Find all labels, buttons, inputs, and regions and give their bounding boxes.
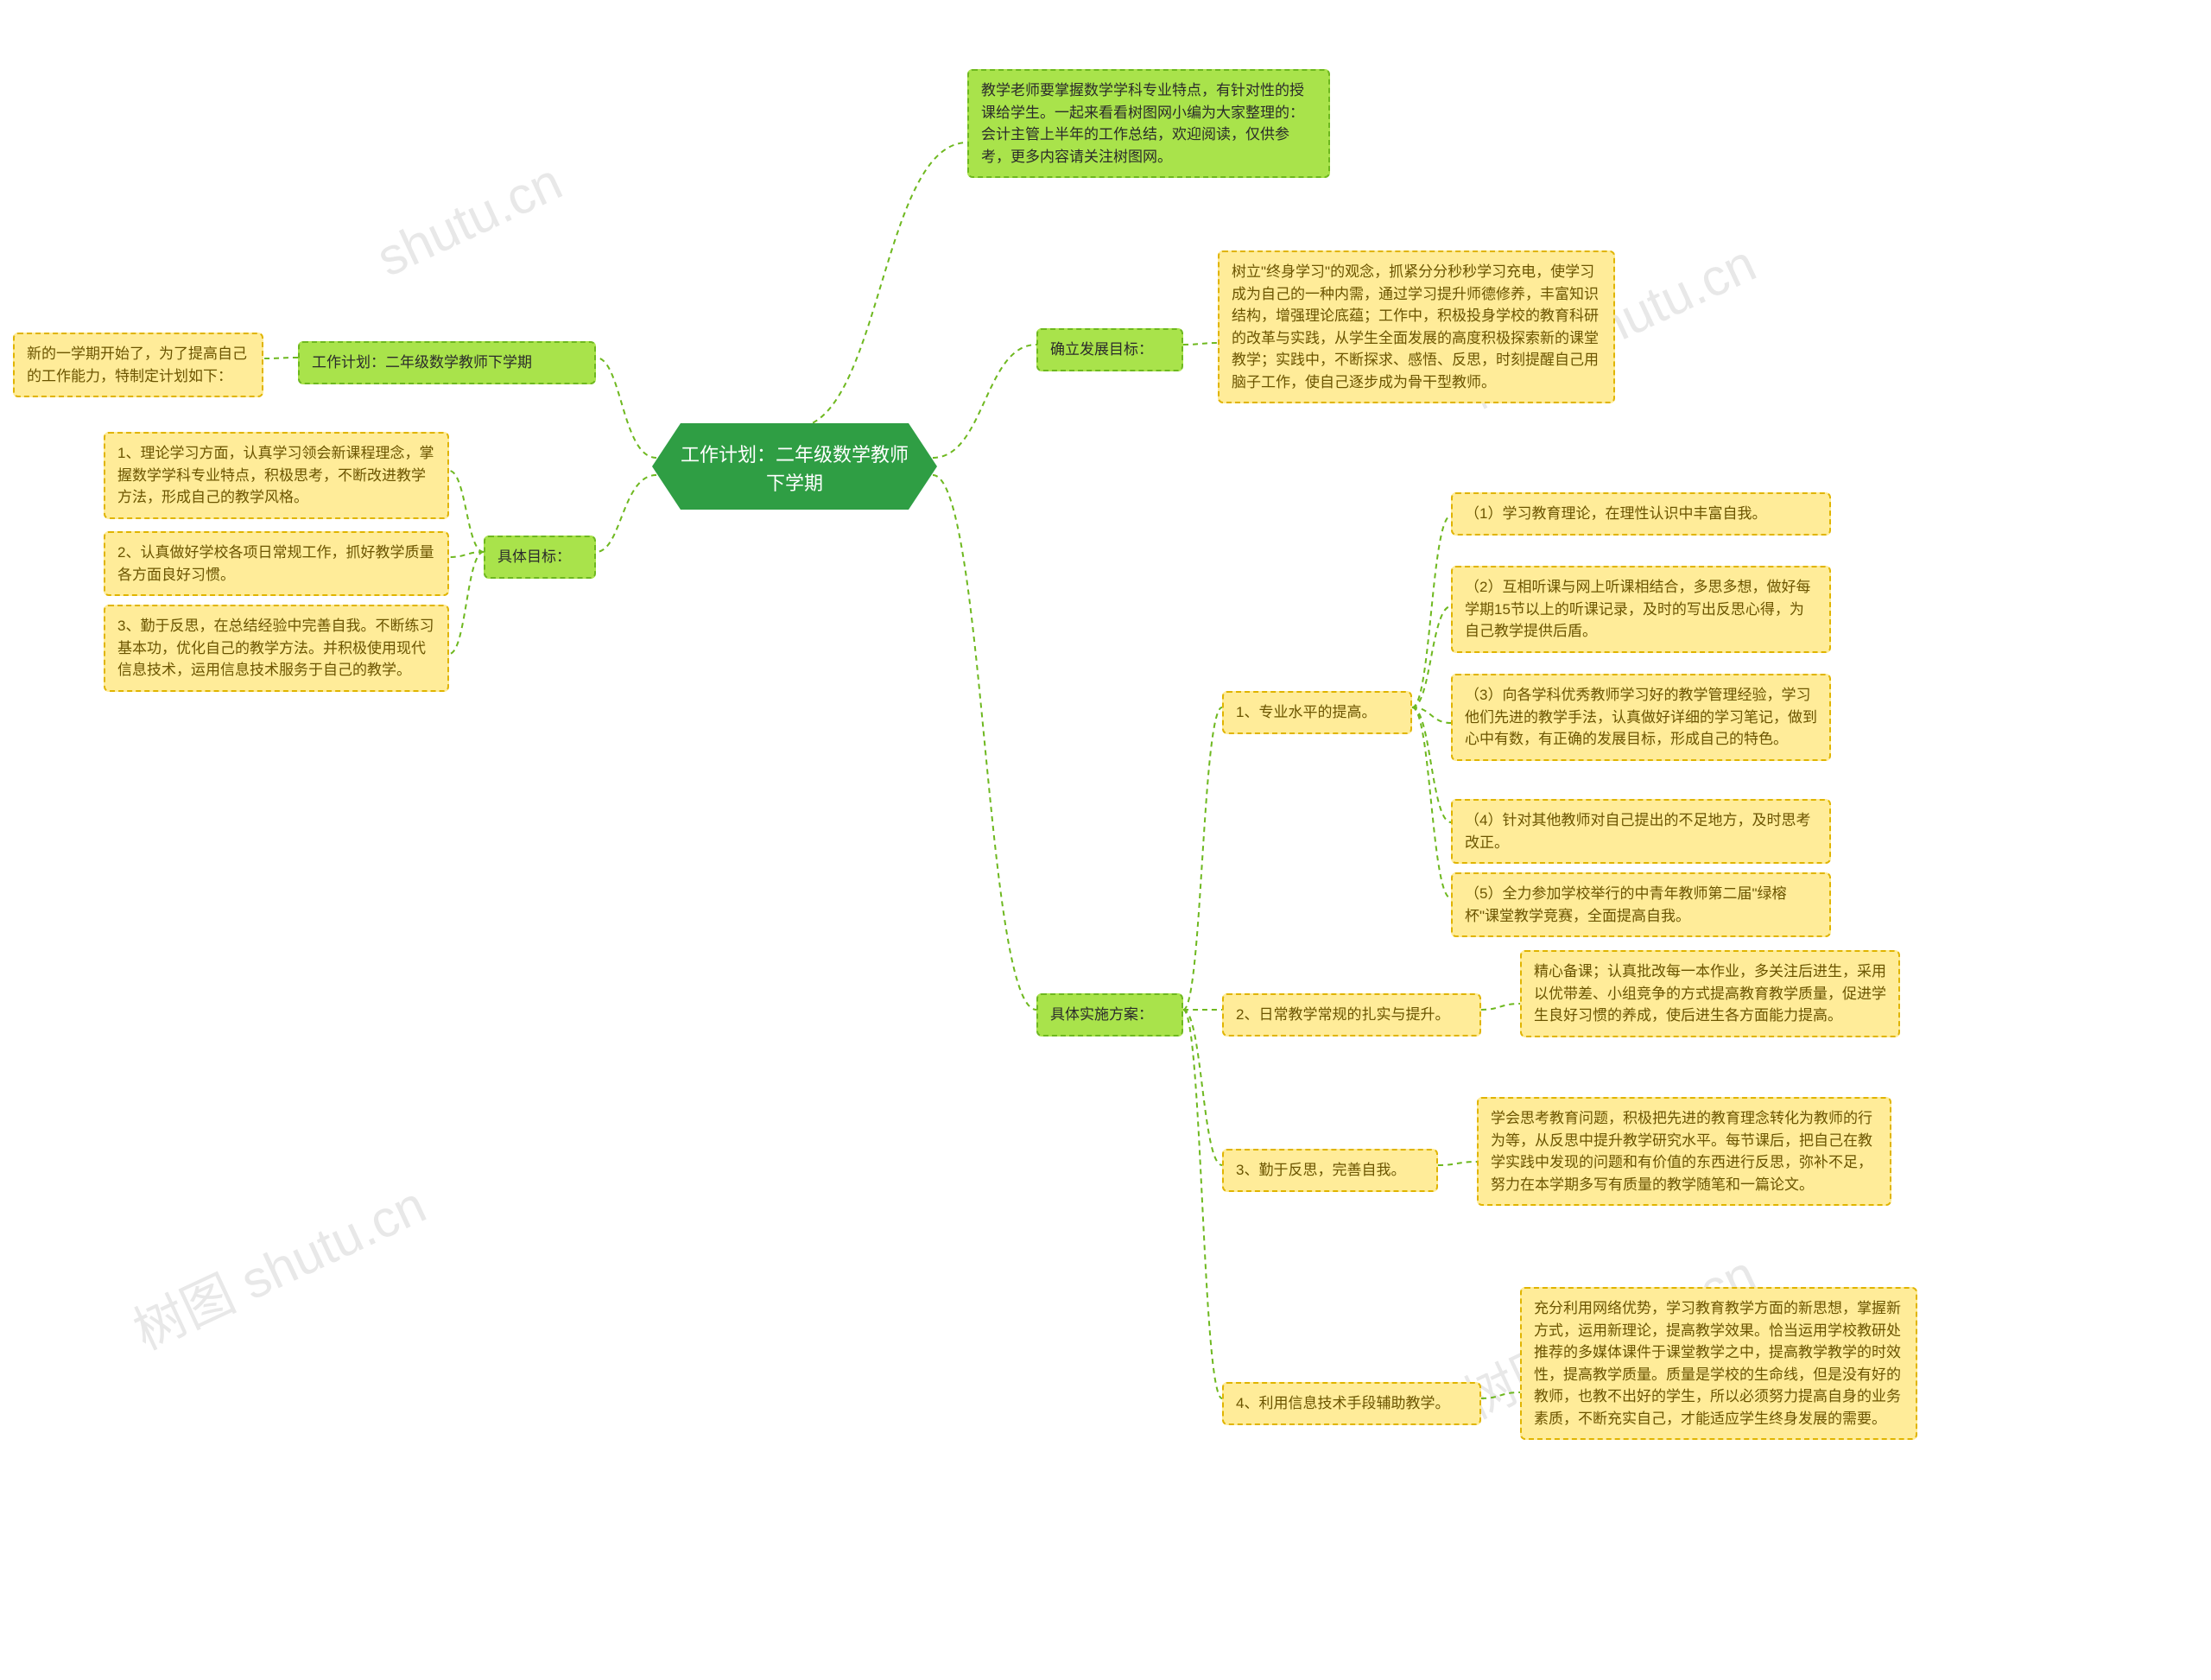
left-leaf[interactable]: 3、勤于反思，在总结经验中完善自我。不断练习基本功，优化自己的教学方法。并积极使… [104,605,449,692]
left-branch-2[interactable]: 具体目标： [484,536,596,579]
right-leaf[interactable]: （3）向各学科优秀教师学习好的教学管理经验，学习他们先进的教学手法，认真做好详细… [1451,674,1831,761]
left-leaf[interactable]: 1、理论学习方面，认真学习领会新课程理念，掌握数学学科专业特点，积极思考，不断改… [104,432,449,519]
watermark: 树图 shutu.cn [120,1163,436,1364]
right-leaf[interactable]: （4）针对其他教师对自己提出的不足地方，及时思考改正。 [1451,799,1831,864]
root-node[interactable]: 工作计划：二年级数学教师下学期 [652,423,937,510]
right-leaf[interactable]: 充分利用网络优势，学习教育教学方面的新思想，掌握新方式，运用新理论，提高教学效果… [1520,1287,1917,1440]
right-leaf[interactable]: 树立"终身学习"的观念，抓紧分分秒秒学习充电，使学习成为自己的一种内需，通过学习… [1218,250,1615,403]
right-leaf[interactable]: （5）全力参加学校举行的中青年教师第二届"绿榕杯"课堂教学竞赛，全面提高自我。 [1451,872,1831,937]
mindmap-canvas: shutu.cn 树图 shutu.cn 树图 shutu.cn 树图 shut… [0,0,2211,1680]
watermark: shutu.cn [368,151,571,288]
sub-branch[interactable]: 1、专业水平的提高。 [1222,691,1412,734]
right-branch-1[interactable]: 确立发展目标： [1036,328,1183,371]
right-leaf[interactable]: 学会思考教育问题，积极把先进的教育理念转化为教师的行为等，从反思中提升教学研究水… [1477,1097,1891,1206]
right-branch-2[interactable]: 具体实施方案： [1036,993,1183,1037]
right-leaf[interactable]: （1）学习教育理论，在理性认识中丰富自我。 [1451,492,1831,536]
right-leaf[interactable]: 精心备课；认真批改每一本作业，多关注后进生，采用以优带差、小组竞争的方式提高教育… [1520,950,1900,1037]
sub-branch[interactable]: 2、日常教学常规的扎实与提升。 [1222,993,1481,1037]
left-leaf[interactable]: 2、认真做好学校各项日常规工作，抓好教学质量各方面良好习惯。 [104,531,449,596]
right-leaf[interactable]: （2）互相听课与网上听课相结合，多思多想，做好每学期15节以上的听课记录，及时的… [1451,566,1831,653]
intro-node[interactable]: 教学老师要掌握数学学科专业特点，有针对性的授课给学生。一起来看看树图网小编为大家… [967,69,1330,178]
sub-branch[interactable]: 3、勤于反思，完善自我。 [1222,1149,1438,1192]
left-leaf[interactable]: 新的一学期开始了，为了提高自己的工作能力，特制定计划如下： [13,333,263,397]
sub-branch[interactable]: 4、利用信息技术手段辅助教学。 [1222,1382,1481,1425]
left-branch-1[interactable]: 工作计划：二年级数学教师下学期 [298,341,596,384]
